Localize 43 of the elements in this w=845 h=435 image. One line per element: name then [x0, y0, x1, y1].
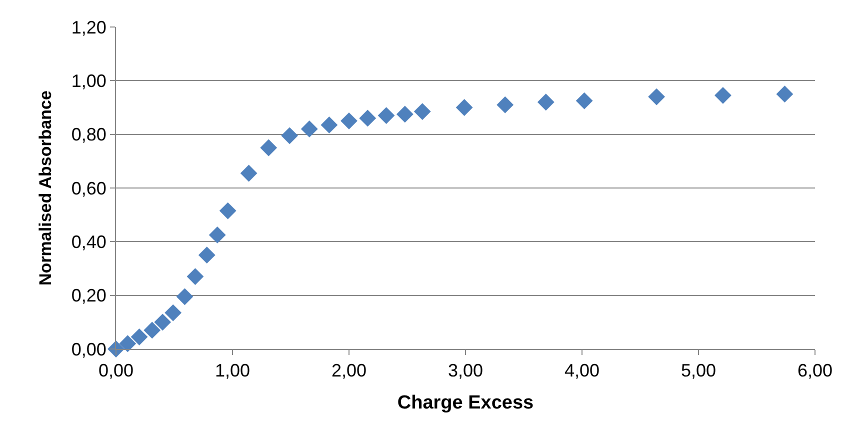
point — [496, 96, 514, 114]
point — [119, 335, 136, 352]
point — [414, 103, 431, 120]
point — [714, 86, 732, 104]
point — [378, 107, 395, 124]
x-tick-label: 5,00 — [680, 360, 716, 381]
point — [576, 92, 593, 110]
point — [396, 106, 414, 123]
point — [186, 268, 204, 285]
point — [260, 139, 278, 156]
y-tick-label: 0,40 — [71, 232, 106, 252]
x-axis-title: Charge Excess — [397, 392, 534, 414]
point — [240, 164, 258, 182]
point — [648, 88, 666, 106]
point — [130, 328, 148, 346]
x-tick-label: 6,00 — [797, 360, 833, 381]
y-axis-title: Normalised Absorbance — [36, 90, 55, 286]
y-tick-label: 0,80 — [71, 124, 106, 145]
point — [144, 322, 161, 339]
point — [776, 86, 794, 103]
x-tick-label: 4,00 — [564, 360, 600, 381]
point — [320, 116, 338, 134]
y-tick-label: 0,00 — [71, 339, 106, 360]
point — [198, 246, 216, 264]
x-tick-label: 3,00 — [448, 360, 484, 381]
x-tick-label: 1,00 — [214, 360, 250, 381]
point — [537, 94, 554, 111]
point — [154, 314, 172, 331]
point — [208, 226, 226, 244]
y-tick-label: 0,20 — [71, 286, 106, 306]
x-tick-label: 0,00 — [98, 360, 134, 381]
point — [176, 288, 194, 306]
point — [281, 127, 298, 144]
point — [340, 112, 358, 130]
y-tick-label: 1,00 — [71, 70, 106, 91]
point — [456, 99, 473, 116]
x-tick-label: 2,00 — [331, 360, 367, 381]
point — [359, 110, 376, 127]
y-tick-label: 1,20 — [71, 17, 106, 38]
y-tick-label: 0,60 — [71, 178, 106, 198]
point — [219, 202, 236, 220]
point — [164, 304, 182, 322]
point — [300, 120, 318, 138]
